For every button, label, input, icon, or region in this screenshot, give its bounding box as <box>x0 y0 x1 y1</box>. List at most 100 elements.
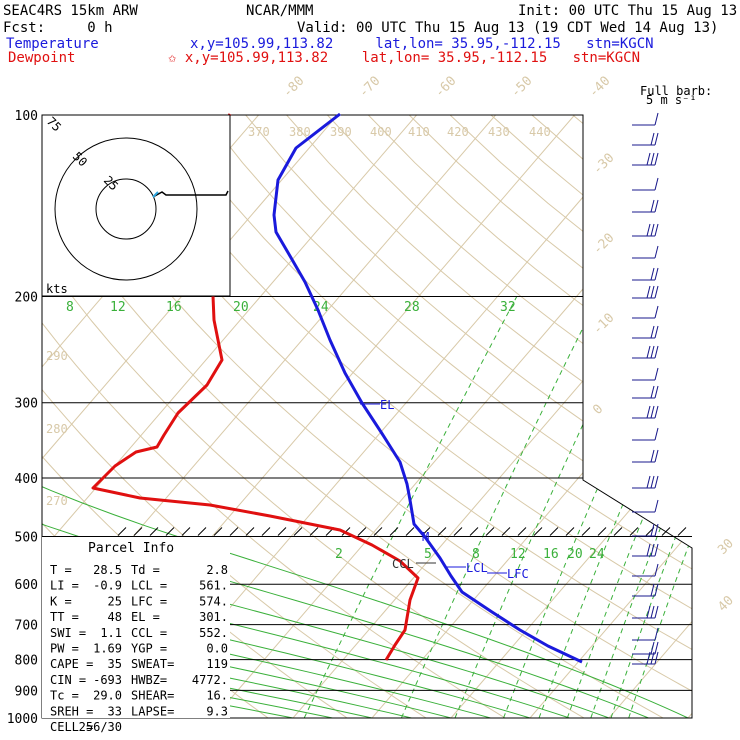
parcel-value: 9.3 <box>206 704 228 718</box>
mixing-ratio-label: 16 <box>166 300 182 315</box>
freezing-hatch <box>485 527 495 536</box>
isotherm-line <box>450 115 692 718</box>
parcel-value: 0.0 <box>206 642 228 656</box>
wind-barb-flag <box>646 345 651 359</box>
moist-adiabat-line <box>42 296 531 718</box>
wind-barb-flag <box>650 405 655 419</box>
parcel-label: TT = <box>50 610 79 624</box>
theta-label: 440 <box>529 125 551 139</box>
parcel-value: 35 <box>108 657 122 671</box>
dry-adiabat-line <box>42 115 585 718</box>
freezing-hatch <box>181 527 191 536</box>
dry-adiabat-line <box>81 115 692 718</box>
freezing-hatch <box>197 527 207 536</box>
parcel-value: 119 <box>206 657 228 671</box>
isotherm-line <box>608 115 692 718</box>
parcel-label: YGP = <box>131 642 167 656</box>
wind-barb-flag <box>654 199 659 213</box>
isotherm-label: -50 <box>508 74 535 101</box>
freezing-hatch <box>501 527 511 536</box>
model-title: SEAC4RS 15km ARW <box>3 3 138 19</box>
theta-label: 290 <box>46 349 68 363</box>
mixing-ratio-label: 5 <box>424 547 432 562</box>
wind-barb-flag <box>650 285 655 299</box>
wind-barb-flag <box>650 605 655 619</box>
freezing-hatch <box>277 527 287 536</box>
pressure-label: 200 <box>15 291 38 306</box>
isotherm-label: -10 <box>590 311 617 338</box>
wind-barb-flag <box>654 152 659 166</box>
mixing-ratio-label: 12 <box>510 547 526 562</box>
parcel-label: LCL = <box>131 579 167 593</box>
dry-adiabat-line <box>42 115 506 718</box>
parcel-value: 16. <box>206 689 228 703</box>
freezing-hatch <box>453 527 463 536</box>
parcel-value: 552. <box>199 626 228 640</box>
wind-barb-flag <box>654 367 659 381</box>
freezing-hatch <box>245 527 255 536</box>
wind-barb-flag <box>654 285 659 299</box>
hodograph-frame <box>41 114 231 297</box>
wind-barb-flag <box>654 641 659 655</box>
wind-barb-flag <box>650 199 655 213</box>
mixing-ratio-label: 8 <box>472 547 480 562</box>
parcel-label: CCL = <box>131 626 167 640</box>
parcel-value: 28.5 <box>93 563 122 577</box>
parcel-value: 574. <box>199 594 228 608</box>
moist-adiabat-line <box>42 296 491 718</box>
mixing-ratio-line <box>610 296 692 718</box>
pressure-label: 800 <box>15 654 38 669</box>
freezing-hatch <box>661 527 671 536</box>
isotherm-label: 40 <box>715 593 737 615</box>
mixing-ratio-label: 24 <box>589 547 605 562</box>
parcel-label: T = <box>50 563 72 577</box>
wind-barb-flag <box>646 543 651 557</box>
wind-barb-flag <box>650 651 655 665</box>
parcel-label: K = <box>50 594 72 608</box>
pressure-label: 500 <box>15 530 38 545</box>
wind-barb-flag <box>654 605 659 619</box>
theta-label: 280 <box>46 422 68 436</box>
wind-barb-flag <box>650 345 655 359</box>
pressure-label: 700 <box>15 619 38 634</box>
parcel-label: LI = <box>50 579 79 593</box>
freezing-hatch <box>165 527 175 536</box>
parcel-label: SHEAR= <box>131 689 174 703</box>
parcel-label: SWI = <box>50 626 86 640</box>
dry-adiabat-line <box>449 115 692 718</box>
wind-barb-flag <box>646 152 651 166</box>
barb-legend-line1: Full barb: <box>640 84 712 98</box>
dry-adiabat-line <box>654 115 692 718</box>
parcel-value: 25 <box>108 594 122 608</box>
dry-adiabat-line <box>531 115 692 718</box>
parcel-value: 1.69 <box>93 642 122 656</box>
mixing-ratio-label: 28 <box>404 300 420 315</box>
freezing-hatch <box>213 527 223 536</box>
wind-barb-flag <box>650 385 655 399</box>
wind-barb-flag <box>650 152 655 166</box>
wind-barb-flag <box>650 475 655 489</box>
parcel-label: Tc = <box>50 689 79 703</box>
freezing-hatch <box>117 527 127 536</box>
dry-adiabat-line <box>286 115 692 718</box>
dry-adiabat-line <box>204 115 692 718</box>
valid-time: Valid: 00 UTC Thu 15 Aug 13 (19 CDT Wed … <box>297 20 718 36</box>
wind-barb-flag <box>650 641 655 655</box>
moist-adiabat-line <box>42 296 452 718</box>
theta-label: 420 <box>447 125 469 139</box>
dry-adiabat-line <box>245 115 692 718</box>
dewpoint-legend-label: Dewpoint <box>8 50 75 66</box>
wind-barb-flag <box>654 405 659 419</box>
wind-barb-flag <box>654 543 659 557</box>
mixing-ratio-line <box>628 296 692 718</box>
hodograph-trace <box>152 190 229 198</box>
dry-adiabat-line <box>122 115 692 718</box>
parcel-label: EL = <box>131 610 160 624</box>
parcel-value: 48 <box>108 610 122 624</box>
parcel-label: CAPE = <box>50 657 93 671</box>
freezing-hatch <box>437 527 447 536</box>
hodograph-units: kts <box>46 282 68 296</box>
wind-barb-flag <box>650 449 655 463</box>
hodograph-sfc-segment <box>152 191 159 198</box>
